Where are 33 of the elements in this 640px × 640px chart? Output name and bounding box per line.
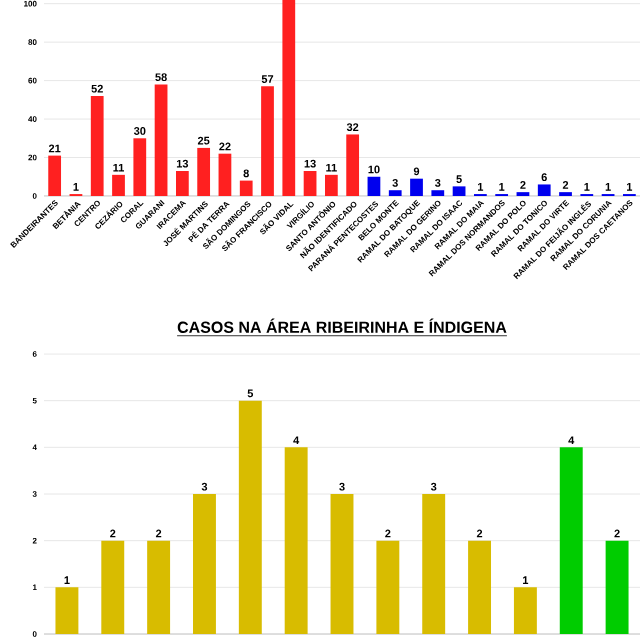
- bar: [48, 155, 62, 196]
- bar: [559, 447, 583, 634]
- chart-title: CASOS NA ÁREA RIBEIRINHA E ÍNDIGENA: [177, 318, 507, 333]
- bar: [218, 153, 232, 196]
- bar: [133, 138, 147, 196]
- bar: [324, 174, 338, 196]
- bar: [175, 170, 189, 196]
- bar: [376, 540, 400, 634]
- bar: [112, 174, 125, 196]
- bar: [431, 190, 445, 196]
- bar: [422, 494, 446, 634]
- bar: [193, 494, 216, 634]
- bar: [197, 147, 211, 196]
- bar: [513, 587, 537, 634]
- bar: [452, 186, 466, 196]
- bar: [90, 95, 104, 196]
- bar: [147, 540, 171, 634]
- bar: [101, 540, 125, 634]
- bar: [346, 134, 360, 196]
- bar: [154, 84, 168, 196]
- bar: [238, 400, 262, 634]
- bar: [261, 86, 274, 196]
- bar: [410, 178, 423, 196]
- bar: [367, 176, 381, 196]
- bar: [605, 540, 629, 634]
- bar: [284, 447, 308, 634]
- bar: [537, 184, 551, 196]
- bar: [468, 540, 492, 634]
- bar: [330, 494, 354, 634]
- bar: [388, 190, 402, 196]
- bar: [239, 180, 253, 196]
- bar: [303, 170, 317, 196]
- bar: [55, 587, 79, 634]
